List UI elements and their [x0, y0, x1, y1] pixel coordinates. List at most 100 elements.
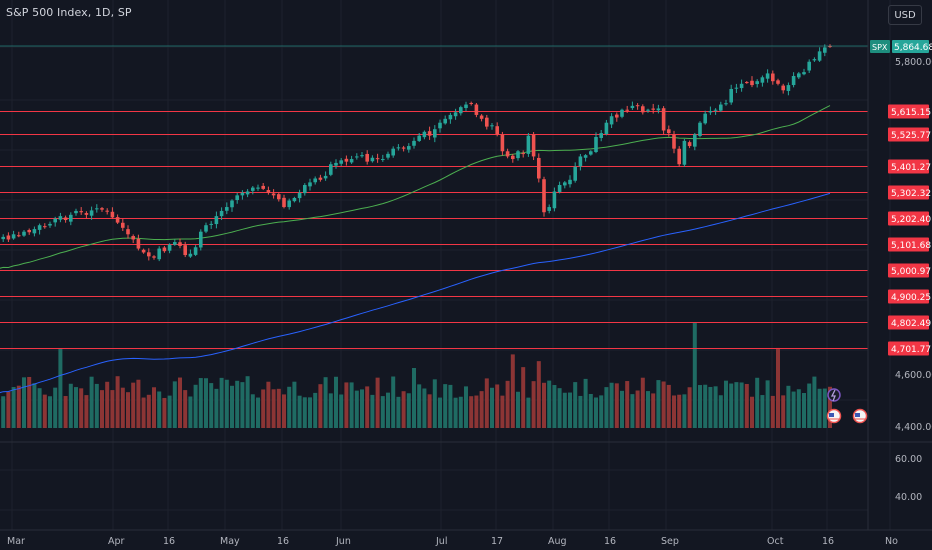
volume-bar	[822, 388, 827, 428]
candle-body	[464, 104, 468, 109]
volume-bar	[27, 376, 32, 428]
volume-bar	[58, 348, 63, 428]
volume-bar	[183, 390, 188, 428]
level-tag-text: 5,101.68	[891, 241, 931, 251]
candle-body	[219, 210, 224, 217]
currency-button[interactable]: USD	[888, 5, 922, 25]
volume-bar	[770, 395, 775, 428]
time-label: Jul	[435, 536, 447, 547]
us-flag-icon[interactable]	[852, 408, 868, 424]
candle-body	[6, 235, 11, 240]
level-tag	[888, 159, 929, 174]
volume-bar	[630, 394, 635, 428]
volume-bar	[334, 376, 338, 428]
volume-bar	[380, 396, 385, 428]
volume-bar	[469, 396, 474, 428]
candle-body	[443, 118, 447, 124]
volume-bar	[661, 381, 666, 428]
candle-body	[381, 159, 385, 161]
volume-bar	[677, 394, 682, 428]
volume-bar	[94, 383, 99, 428]
volume-bar	[271, 389, 276, 428]
volume-bar	[614, 383, 619, 428]
level-tag-text: 5,000.97	[891, 267, 931, 277]
volume-bar	[79, 388, 84, 428]
volume-bar	[490, 387, 494, 428]
grid-lines	[0, 0, 891, 530]
candle-body	[599, 133, 603, 138]
volume-bar	[287, 386, 292, 428]
volume-bar	[417, 384, 422, 428]
candle-body	[708, 111, 713, 113]
volume-bar	[1, 396, 6, 428]
candle-body	[84, 213, 89, 215]
volume-bar	[516, 391, 520, 428]
volume-bar	[360, 389, 364, 428]
volume-bar	[453, 397, 458, 428]
candle-body	[771, 73, 775, 82]
candle-body	[604, 122, 609, 134]
candle-body	[63, 217, 68, 221]
volume-bar	[666, 384, 671, 428]
volume-bar	[136, 379, 141, 428]
candle-body	[162, 247, 167, 252]
candle-body	[557, 184, 562, 193]
candle-body	[791, 76, 796, 86]
candle-body	[687, 142, 692, 147]
candle-body	[713, 109, 718, 111]
candle-body	[204, 225, 208, 232]
candle-body	[292, 197, 297, 202]
level-tag-text: 5,401.27	[891, 163, 931, 173]
volume-bar	[760, 395, 765, 428]
candle-body	[667, 129, 671, 134]
level-tag	[888, 315, 929, 330]
candle-body	[760, 77, 765, 83]
candle-body	[563, 182, 567, 186]
time-label: 16	[822, 536, 834, 547]
lightning-icon[interactable]	[827, 388, 841, 402]
candle-body	[552, 191, 557, 209]
volume-bar	[609, 382, 614, 428]
candle-body	[651, 108, 655, 110]
volume-bar	[464, 386, 468, 428]
volume-bar	[120, 387, 125, 428]
volume-bar	[266, 381, 271, 428]
candle-body	[526, 135, 531, 154]
candle-body	[365, 153, 369, 162]
candle-body	[329, 164, 333, 175]
volume-bar	[401, 391, 406, 428]
volume-bar	[588, 393, 593, 428]
volume-bar	[521, 367, 526, 428]
volume-bar	[323, 377, 328, 428]
candle-body	[360, 155, 364, 157]
volume-bar	[318, 384, 323, 428]
candle-body	[136, 238, 141, 249]
volume-bar	[734, 382, 739, 428]
candle-body	[79, 211, 83, 213]
volume-bar	[224, 379, 229, 428]
volume-bar	[635, 390, 640, 428]
volume-bar	[422, 388, 427, 428]
volume-bar	[282, 394, 286, 428]
volume-bar	[427, 394, 432, 428]
candle-body	[297, 192, 302, 199]
candle-body	[490, 125, 494, 127]
volume-bar	[765, 380, 770, 428]
candle-body	[438, 122, 442, 129]
candle-body	[505, 151, 510, 157]
volume-bar	[692, 323, 697, 428]
volume-bar	[536, 361, 541, 428]
candle-body	[334, 162, 338, 166]
time-label: No	[885, 536, 898, 547]
us-flag-icon[interactable]	[826, 408, 842, 424]
candle-body	[635, 105, 640, 107]
volume-bar	[802, 392, 806, 428]
volume-bar	[672, 395, 676, 428]
volume-bar	[781, 395, 786, 428]
volume-bar	[724, 380, 728, 428]
volume-bar	[172, 381, 177, 428]
horizontal-levels[interactable]	[0, 111, 868, 349]
price-tick: 4,400.00	[895, 422, 932, 433]
level-tag	[888, 104, 929, 119]
